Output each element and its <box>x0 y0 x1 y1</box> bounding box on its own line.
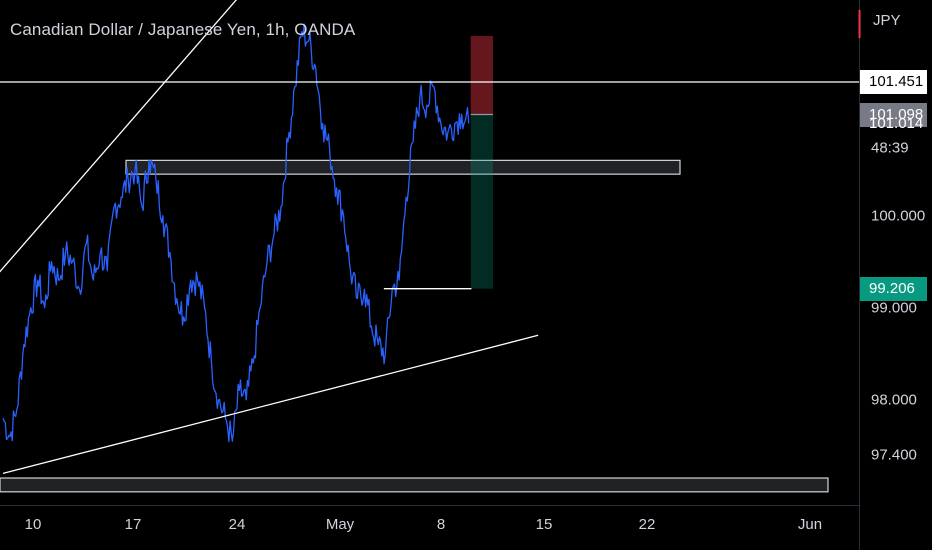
price-line <box>2 23 470 443</box>
y-tick-label: 97.400 <box>871 446 917 464</box>
price-tag-entry: 101.098 <box>860 102 927 127</box>
support-resistance-zone <box>125 159 681 175</box>
ray-line <box>0 0 238 273</box>
x-tick-label: 15 <box>535 516 553 533</box>
take-profit-zone <box>470 114 493 289</box>
support-resistance-zone <box>0 477 829 493</box>
x-tick-label: 17 <box>124 516 142 533</box>
price-tag-last: 101.014 <box>869 115 924 133</box>
y-tick-label: 98.000 <box>871 391 917 409</box>
price-tag-target: 99.206 <box>860 276 927 301</box>
x-tick-label: 10 <box>24 516 42 533</box>
stop-loss-zone <box>470 36 493 115</box>
x-tick-label: 22 <box>638 516 656 533</box>
x-tick-label: May <box>325 516 355 533</box>
x-tick-label: Jun <box>797 516 823 533</box>
x-tick-label: 24 <box>228 516 246 533</box>
trend-line <box>2 334 539 475</box>
chart-title: Canadian Dollar / Japanese Yen, 1h, OAND… <box>10 20 356 39</box>
x-tick-label: 8 <box>436 516 446 533</box>
y-tick-label: 99.000 <box>871 299 917 317</box>
bar-countdown: 48:39 <box>871 139 909 157</box>
y-tick-label: 100.000 <box>871 207 926 225</box>
price-tag-horizontal-line: 101.451 <box>860 70 927 94</box>
currency-label: JPY <box>873 12 901 29</box>
